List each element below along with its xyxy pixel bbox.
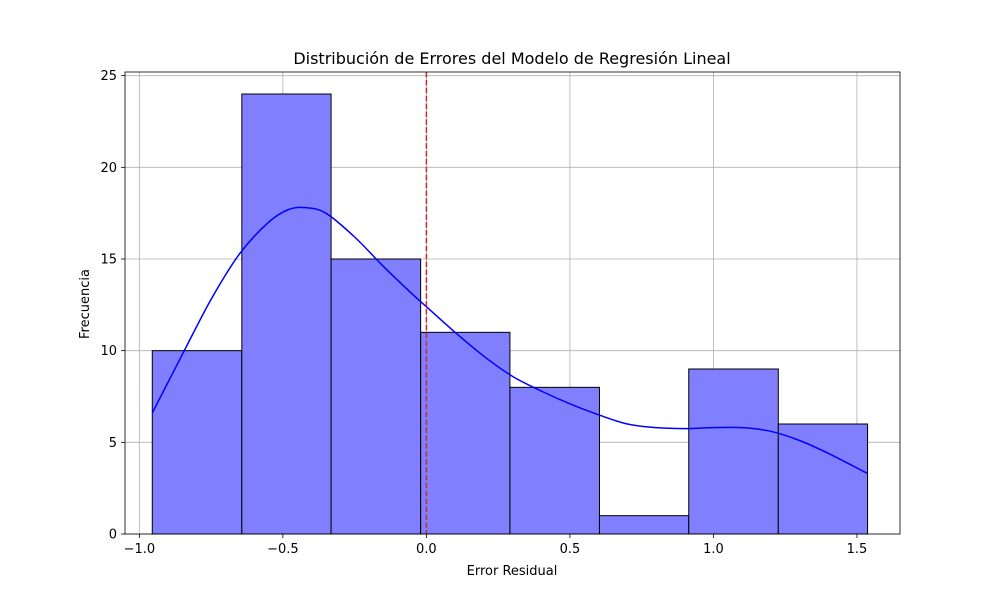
- x-tick-label: 1.5: [847, 542, 868, 557]
- histogram-bar: [331, 259, 421, 534]
- histogram-bar: [689, 369, 779, 534]
- y-axis-label: Frecuencia: [78, 269, 93, 339]
- histogram-bar: [778, 424, 867, 534]
- x-tick-label: −1.0: [124, 542, 156, 557]
- x-tick-label: 0.0: [416, 542, 437, 557]
- y-tick-label: 15: [100, 253, 117, 268]
- x-axis-label: Error Residual: [467, 564, 558, 579]
- x-tick-label: 1.0: [703, 542, 724, 557]
- y-tick-label: 10: [100, 344, 117, 359]
- chart-title: Distribución de Errores del Modelo de Re…: [293, 49, 730, 68]
- bars-layer: [152, 94, 867, 534]
- histogram-bar: [421, 332, 510, 534]
- x-tick-label: −0.5: [267, 542, 299, 557]
- x-tick-label: 0.5: [560, 542, 581, 557]
- y-tick-label: 0: [109, 528, 117, 543]
- y-tick-label: 5: [109, 436, 117, 451]
- histogram-bar: [599, 516, 688, 534]
- y-tick-label: 25: [100, 69, 117, 84]
- histogram-bar: [242, 94, 331, 534]
- histogram-bar: [510, 387, 600, 534]
- y-tick-label: 20: [100, 161, 117, 176]
- histogram-bar: [152, 351, 242, 534]
